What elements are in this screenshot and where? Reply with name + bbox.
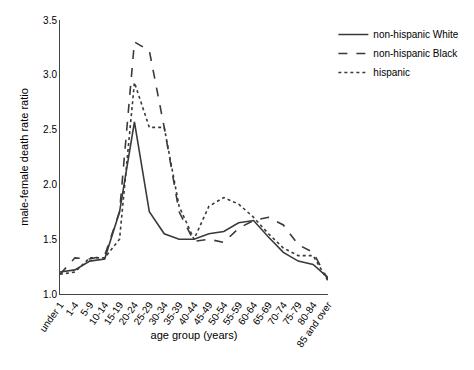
svg-text:1.0: 1.0 <box>43 289 57 300</box>
svg-text:50-54: 50-54 <box>206 299 230 327</box>
svg-text:25-29: 25-29 <box>131 299 155 327</box>
svg-text:80-84: 80-84 <box>295 299 319 327</box>
svg-text:3.0: 3.0 <box>43 69 57 80</box>
svg-text:non-hispanic White: non-hispanic White <box>373 29 458 40</box>
svg-text:70-74: 70-74 <box>265 299 289 327</box>
svg-text:20-24: 20-24 <box>116 299 140 327</box>
svg-text:35-39: 35-39 <box>161 299 185 327</box>
svg-text:10-14: 10-14 <box>87 299 111 327</box>
svg-text:1.5: 1.5 <box>43 234 57 245</box>
svg-text:1-4: 1-4 <box>63 299 81 318</box>
svg-text:85 and over: 85 and over <box>294 299 334 349</box>
svg-text:55-59: 55-59 <box>221 299 245 327</box>
svg-text:hispanic: hispanic <box>373 67 410 78</box>
svg-text:age group (years): age group (years) <box>151 329 238 341</box>
svg-text:5-9: 5-9 <box>78 299 96 318</box>
svg-text:30-34: 30-34 <box>146 299 170 327</box>
svg-text:under 1: under 1 <box>37 299 66 333</box>
svg-text:3.5: 3.5 <box>43 15 57 26</box>
svg-text:2.5: 2.5 <box>43 124 57 135</box>
svg-text:65-69: 65-69 <box>250 299 274 327</box>
svg-text:40-44: 40-44 <box>176 299 200 327</box>
svg-text:45-49: 45-49 <box>191 299 215 327</box>
svg-text:60-64: 60-64 <box>236 299 260 327</box>
svg-text:15-19: 15-19 <box>102 299 126 327</box>
svg-text:2.0: 2.0 <box>43 179 57 190</box>
svg-text:75-79: 75-79 <box>280 299 304 327</box>
svg-text:non-hispanic Black: non-hispanic Black <box>373 48 458 59</box>
svg-text:male-female death rate ratio: male-female death rate ratio <box>18 88 30 226</box>
